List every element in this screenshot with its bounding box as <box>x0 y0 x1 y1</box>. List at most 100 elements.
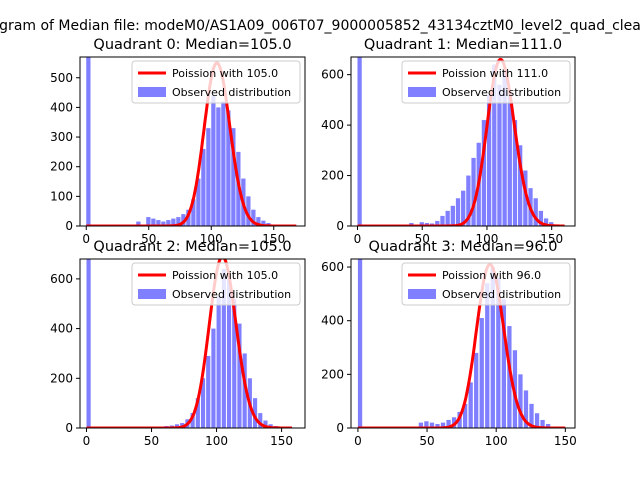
quadrant-3-axes-frame <box>350 258 576 429</box>
quadrant-3-bar-17 <box>507 326 512 428</box>
quadrant-2-bar-12 <box>221 268 226 428</box>
quadrant-3-bar-22 <box>534 413 540 428</box>
quadrant-0-ytick-label-4: 400 <box>50 100 73 114</box>
quadrant-0-title: Quadrant 0: Median=105.0 <box>93 37 291 53</box>
quadrant-2-legend: Poission with 105.0 Observed distribution <box>131 262 301 306</box>
quadrant-2-bar-6 <box>190 413 195 428</box>
quadrant-1-axes-frame <box>350 56 576 227</box>
quadrant-3-bar-11 <box>474 352 479 428</box>
quadrant-1-bar-8 <box>450 205 455 226</box>
quadrant-0-legend-box <box>131 60 301 104</box>
quadrant-3-bar-19 <box>518 374 523 428</box>
quadrant-3-bar-14 <box>490 267 495 428</box>
quadrant-1-bar-5 <box>435 220 440 226</box>
quadrant-0-ytick-label-2: 200 <box>50 160 73 174</box>
quadrant-1-bar-16 <box>492 64 497 226</box>
quadrant-1-bar-9 <box>455 198 461 226</box>
quadrant-0-ytick-label-0: 0 <box>65 219 73 233</box>
quadrant-2-bar-15 <box>237 323 242 428</box>
quadrant-1-panel: Quadrant 1: Median=111.0 0 50 100 150 0 200 400… <box>321 37 576 246</box>
quadrant-0-bar-3 <box>151 218 156 226</box>
figure-title: Histogram of Median file: modeM0/AS1A09_… <box>0 18 640 34</box>
quadrant-0-legend-poisson-label: Poission with 105.0 <box>172 67 278 80</box>
quadrant-3-xtick-label-1: 50 <box>419 434 434 448</box>
quadrant-2-bar-8 <box>200 378 206 428</box>
quadrant-2-bar-14 <box>232 298 237 428</box>
quadrant-0-bar-15 <box>211 95 216 226</box>
quadrant-2-axes-frame <box>79 258 306 429</box>
quadrant-0-axes-frame <box>79 56 306 227</box>
quadrant-3-bar-10 <box>468 382 473 428</box>
quadrant-1-bar-27 <box>549 222 554 226</box>
quadrant-3-title: Quadrant 3: Median=96.0 <box>369 239 558 255</box>
quadrant-0-bar-11 <box>191 199 196 226</box>
quadrant-1-bar-17 <box>497 84 502 226</box>
quadrant-1-poisson-curve <box>357 58 565 226</box>
quadrant-1-bar-19 <box>507 94 512 226</box>
quadrant-1-legend-poisson-label: Poission with 111.0 <box>442 67 548 80</box>
quadrant-1-legend-observed-swatch <box>408 87 436 97</box>
quadrant-3-legend-box <box>401 262 571 306</box>
quadrant-3-bar-9 <box>463 403 468 428</box>
quadrant-2-title: Quadrant 2: Median=105.0 <box>93 239 291 255</box>
quadrant-2-ytick-label-2: 400 <box>50 322 73 336</box>
quadrant-0-xtick-label-0: 0 <box>82 232 90 246</box>
quadrant-1-xtick-label-0: 0 <box>354 232 362 246</box>
quadrant-1-bar-20 <box>512 120 518 226</box>
quadrant-0-bar-13 <box>201 148 206 226</box>
quadrant-3-bar-20 <box>523 390 529 428</box>
quadrant-1-bar-11 <box>466 175 471 226</box>
quadrant-2-bar-7 <box>195 398 200 428</box>
quadrant-0-bar-6 <box>166 220 171 226</box>
quadrant-2-ytick-label-3: 600 <box>50 272 73 286</box>
quadrant-0-panel: Quadrant 0: Median=105.0 0 50 100 150 0 100 200… <box>50 37 306 246</box>
quadrant-1-bar-24 <box>533 198 538 226</box>
quadrant-3-bar-5 <box>440 422 446 428</box>
quadrant-2-legend-box <box>131 262 301 306</box>
quadrant-3-ytick-label-2: 400 <box>321 314 344 328</box>
quadrant-0-bar-22 <box>246 196 251 226</box>
quadrant-2-legend-poisson-label: Poission with 105.0 <box>172 269 278 282</box>
quadrant-3-bar-16 <box>501 299 507 428</box>
quadrant-0-bar-23 <box>251 209 256 226</box>
quadrant-0-bar-8 <box>176 217 181 226</box>
quadrant-1-bar-22 <box>523 170 528 226</box>
quadrant-1-bar-25 <box>538 210 544 226</box>
quadrant-3-xtick-label-3: 150 <box>554 434 577 448</box>
quadrant-0-legend: Poission with 105.0 Observed distribution <box>131 60 301 104</box>
quadrant-0-bar-19 <box>231 128 236 226</box>
quadrant-2-poisson-curve <box>86 259 293 428</box>
quadrant-1-bar-18 <box>502 72 507 226</box>
quadrant-2-bar-13 <box>226 278 232 428</box>
quadrant-0-ytick-label-3: 300 <box>50 130 73 144</box>
quadrant-2-legend-observed-label: Observed distribution <box>172 288 291 301</box>
quadrant-0-bar-2 <box>146 217 151 226</box>
quadrant-3-bar-3 <box>429 422 435 428</box>
quadrant-2-bar-3 <box>174 424 180 428</box>
quadrant-0-xtick-label-1: 50 <box>141 232 156 246</box>
quadrant-3-ytick-label-3: 600 <box>321 260 344 274</box>
quadrant-0-bar-5 <box>161 221 166 226</box>
quadrant-0-bar-17 <box>221 101 226 226</box>
quadrant-1-bar-6 <box>440 215 445 226</box>
quadrant-2-bar-19 <box>258 413 263 428</box>
quadrant-3-legend-observed-swatch <box>408 289 436 299</box>
quadrant-2-plot-area <box>86 259 293 428</box>
quadrant-2-ytick-label-0: 0 <box>65 421 73 435</box>
quadrant-2-xtick-label-3: 150 <box>270 434 293 448</box>
quadrant-2-bar-16 <box>242 353 247 428</box>
quadrant-3-bar-24 <box>545 423 551 428</box>
quadrant-3-ytick-label-0: 0 <box>336 421 344 435</box>
quadrant-1-bar-12 <box>471 157 476 226</box>
quadrant-0-bar-7 <box>171 218 176 226</box>
quadrant-1-legend-observed-label: Observed distribution <box>442 86 561 99</box>
quadrant-2-legend-observed-swatch <box>138 289 166 299</box>
quadrant-0-bar-16 <box>216 107 221 226</box>
quadrant-2-bar-18 <box>252 398 258 428</box>
quadrant-1-bar-3 <box>424 222 430 226</box>
quadrant-1-bar-7 <box>445 210 450 226</box>
quadrant-3-bar-13 <box>485 283 490 428</box>
quadrant-1-legend: Poission with 111.0 Observed distribution <box>401 60 571 104</box>
quadrant-1-xtick-label-1: 50 <box>415 232 430 246</box>
quadrant-0-bar-25 <box>261 220 266 226</box>
